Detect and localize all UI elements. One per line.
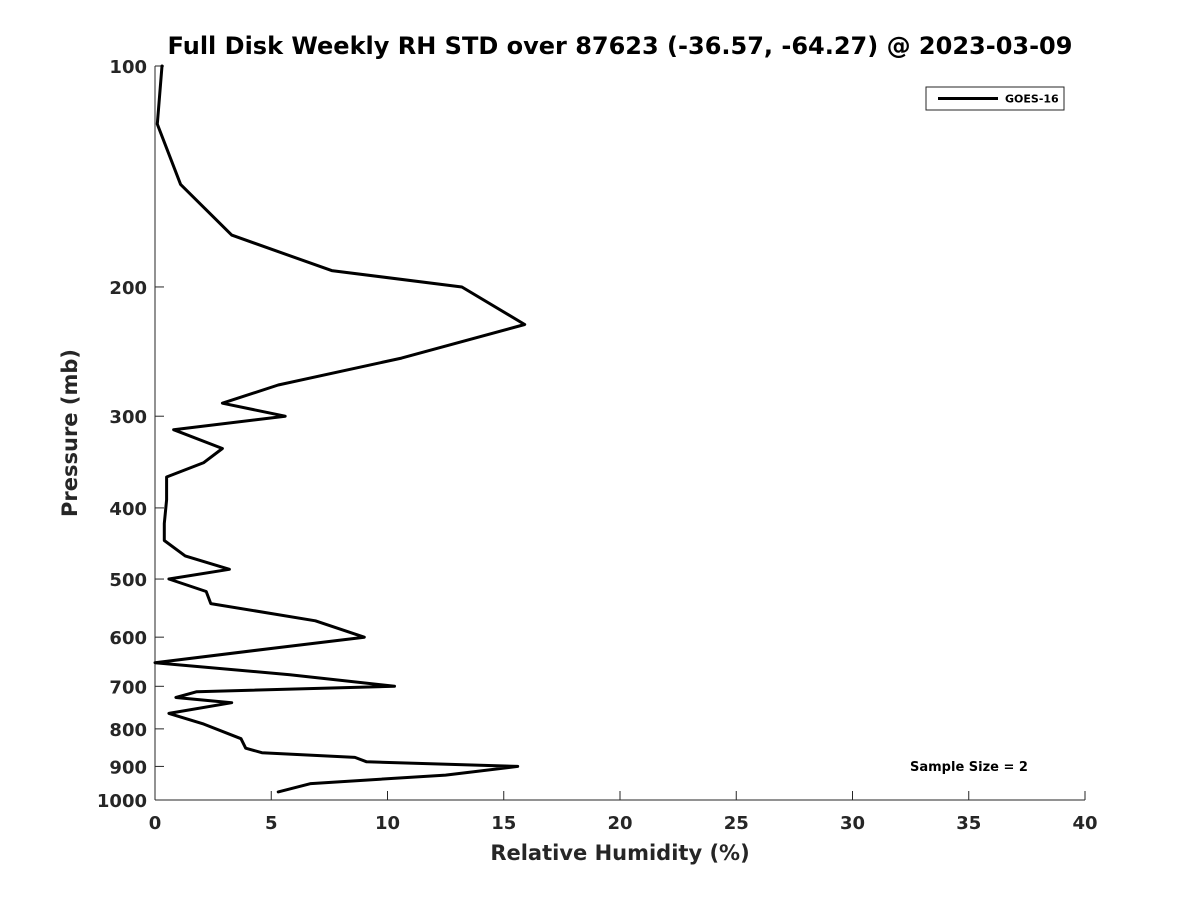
y-tick-label: 200	[109, 278, 147, 299]
x-tick-label: 20	[607, 813, 632, 834]
y-tick-label: 500	[109, 570, 147, 591]
x-tick-label: 15	[491, 813, 516, 834]
x-tick-label: 0	[149, 813, 162, 834]
legend-label-goes-16: GOES-16	[1005, 93, 1059, 106]
y-tick-label: 100	[109, 57, 147, 78]
y-tick-label: 700	[109, 677, 147, 698]
y-ticks: 100 200 300 400 500 600 700 800 900 1000	[97, 57, 164, 812]
series-group	[153, 64, 527, 794]
sample-size-annotation: Sample Size = 2	[910, 760, 1028, 775]
x-axis-label: Relative Humidity (%)	[490, 841, 749, 865]
y-tick-label: 1000	[97, 791, 147, 812]
legend: GOES-16	[925, 86, 1065, 111]
series-line-goes-16	[153, 64, 527, 794]
x-tick-label: 10	[375, 813, 400, 834]
x-tick-label: 40	[1072, 813, 1097, 834]
chart-title: Full Disk Weekly RH STD over 87623 (-36.…	[168, 32, 1073, 60]
y-tick-label: 600	[109, 628, 147, 649]
y-tick-label: 400	[109, 499, 147, 520]
x-ticks: 0 5 10 15 20 25 30 35 40	[149, 791, 1098, 834]
y-axis-label: Pressure (mb)	[58, 349, 82, 517]
x-tick-label: 30	[840, 813, 865, 834]
x-tick-label: 25	[724, 813, 749, 834]
x-tick-label: 5	[265, 813, 278, 834]
x-tick-label: 35	[956, 813, 981, 834]
y-tick-label: 800	[109, 720, 147, 741]
y-tick-label: 300	[109, 407, 147, 428]
y-tick-label: 900	[109, 757, 147, 778]
